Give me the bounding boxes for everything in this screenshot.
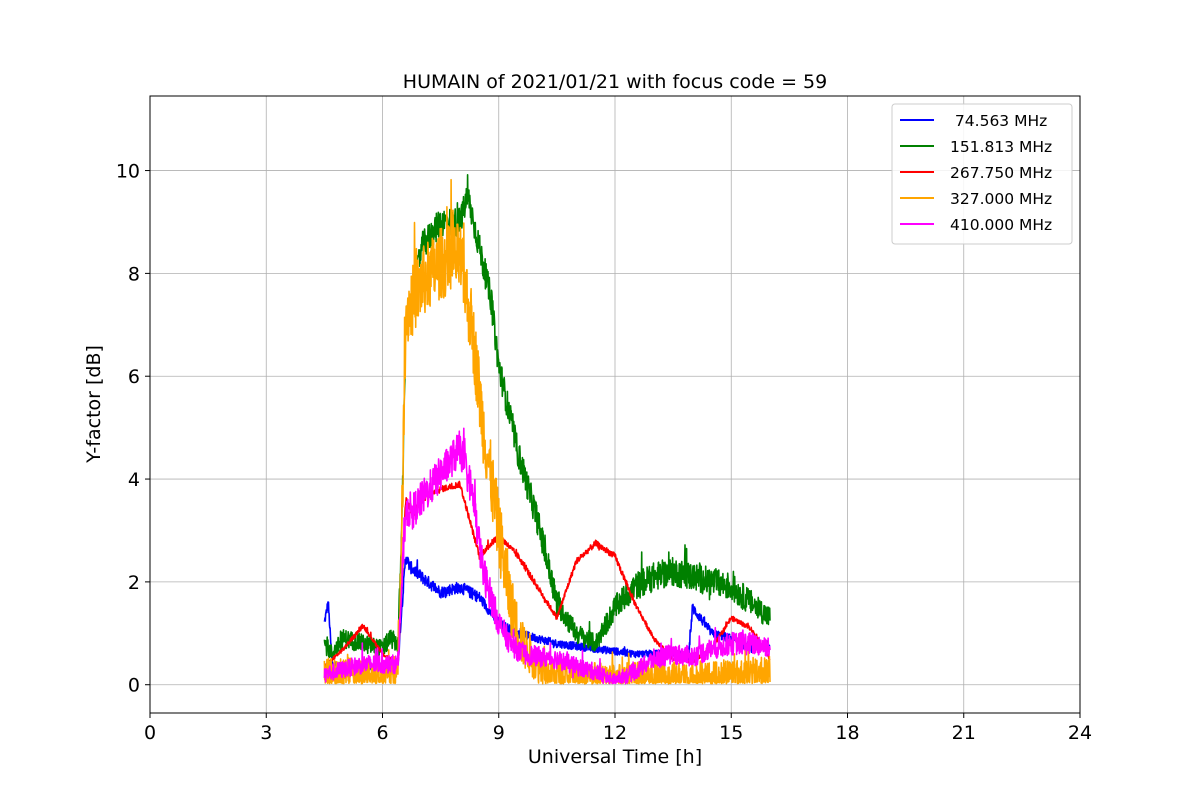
y-tick-label: 2: [128, 572, 140, 594]
legend: 74.563 MHz 151.813 MHz 267.750 MHz 327.000 …: [891, 103, 1073, 245]
x-axis-label: Universal Time [h]: [528, 746, 702, 768]
legend-label: 267.750 MHz: [950, 164, 1052, 182]
x-tick-label: 24: [1068, 722, 1092, 744]
series-line-3: [323, 178, 771, 685]
legend-label: 74.563 MHz: [950, 112, 1047, 130]
legend-label: 151.813 MHz: [950, 138, 1052, 156]
x-tick-label: 21: [952, 722, 976, 744]
y-tick-label: 10: [116, 161, 140, 183]
x-tick-label: 6: [376, 722, 388, 744]
y-tick-label: 4: [128, 469, 140, 491]
x-axis: 0 3 6 9 12 15 18 21 24: [144, 713, 1092, 744]
series-lines: [323, 174, 771, 685]
series-line-4: [323, 427, 771, 685]
x-tick-label: 12: [603, 722, 627, 744]
x-tick-label: 9: [493, 722, 505, 744]
legend-box: [891, 103, 1073, 245]
legend-label: 327.000 MHz: [950, 190, 1052, 208]
x-tick-label: 18: [835, 722, 859, 744]
legend-label: 410.000 MHz: [950, 216, 1052, 234]
y-axis-label: Y-factor [dB]: [83, 345, 105, 464]
y-tick-label: 8: [128, 263, 140, 285]
chart-title: HUMAIN of 2021/01/21 with focus code = 5…: [403, 71, 827, 93]
y-axis: 0 2 4 6 8 10: [116, 161, 150, 697]
x-tick-label: 15: [719, 722, 743, 744]
y-tick-label: 0: [128, 675, 140, 697]
x-tick-label: 0: [144, 722, 156, 744]
x-tick-label: 3: [260, 722, 272, 744]
y-tick-label: 6: [128, 366, 140, 388]
